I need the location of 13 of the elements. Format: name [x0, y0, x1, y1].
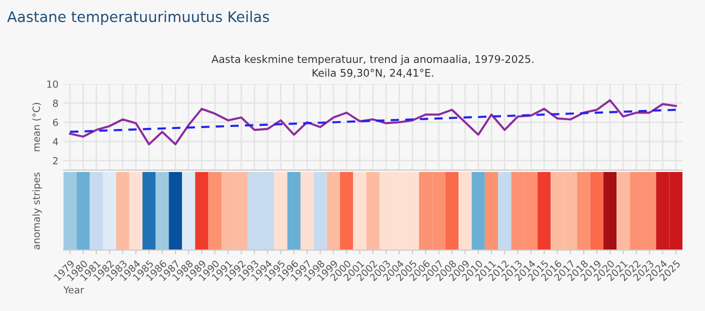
chart-subtitle: Keila 59,30°N, 24,41°E.: [312, 68, 434, 78]
y-tick-label: 2: [53, 157, 58, 164]
line-series: [68, 99, 677, 146]
line-series: [68, 108, 677, 133]
chart-title: Aasta keskmine temperatuur, trend ja anomaalia, 1979-2025.: [212, 54, 534, 66]
y-tick-label: 4: [52, 138, 58, 146]
y-tick-label: 6: [53, 118, 58, 126]
x-axis-title: Year: [63, 286, 84, 294]
y-tick-label: 10: [47, 80, 58, 88]
y-axis-title: mean (°C): [32, 102, 42, 152]
y-axis-title: anomaly stripes: [32, 172, 42, 250]
y-tick-label: 8: [53, 100, 58, 107]
text: Aastane temperatuurimuutus Keilas: [7, 10, 269, 25]
